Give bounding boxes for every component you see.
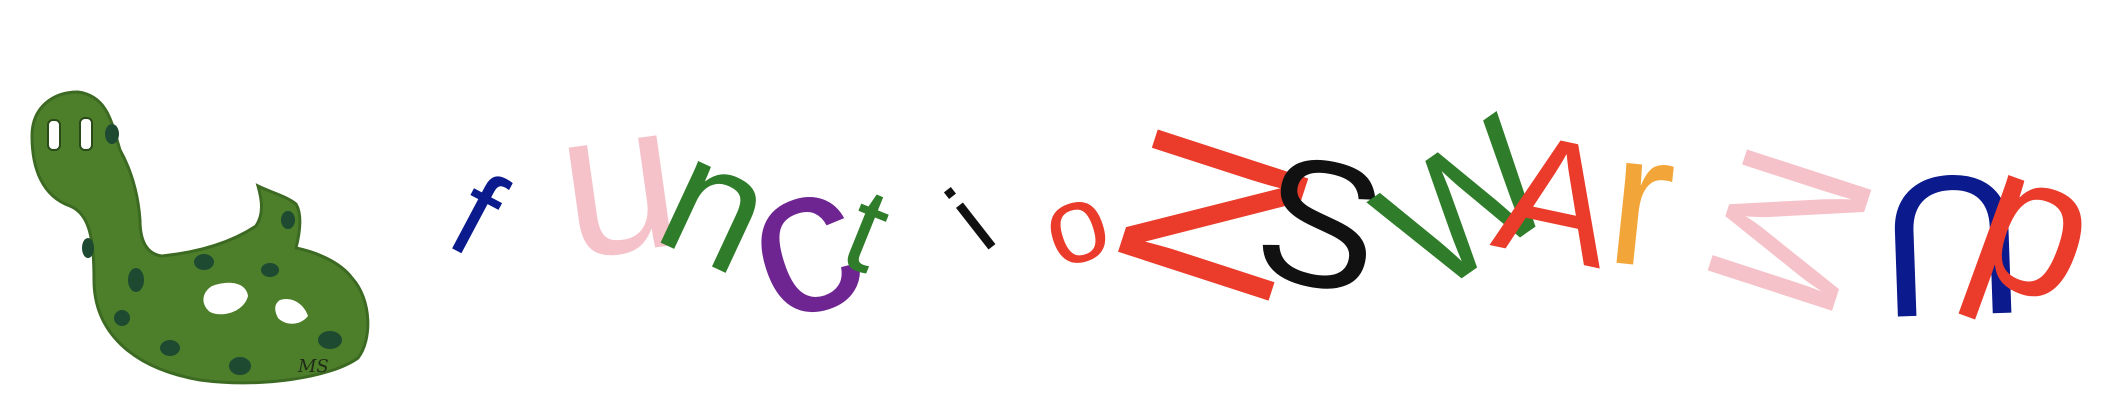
title-letter: f xyxy=(430,148,523,282)
title-letter: i xyxy=(927,169,1015,271)
snake-spots xyxy=(82,124,342,375)
title-letter: M xyxy=(1663,121,1915,339)
green-snake-icon xyxy=(30,90,370,385)
artist-signature: MS xyxy=(298,356,329,377)
